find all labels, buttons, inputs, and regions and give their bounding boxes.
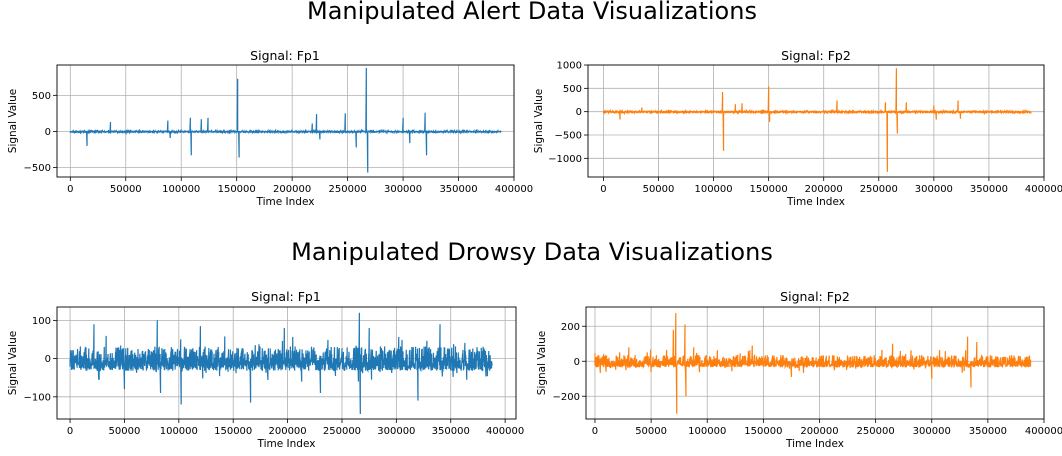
plot-drowsy-fp2: 0 50000 100000 150000 200000 250000 300000 3500… bbox=[536, 289, 1062, 450]
x-tick-label: 100000 bbox=[694, 184, 732, 195]
plot-title: Signal: Fp1 bbox=[250, 48, 320, 63]
section-title-alert: Manipulated Alert Data Visualizations bbox=[307, 0, 757, 25]
y-tick-label: 0 bbox=[574, 357, 580, 368]
y-axis-label: Signal Value bbox=[7, 331, 19, 395]
y-tick-label: 500 bbox=[563, 84, 582, 95]
x-axis-label: Time Index bbox=[256, 196, 315, 208]
signal-series-line bbox=[69, 67, 502, 173]
x-tick-label: 200000 bbox=[268, 426, 306, 437]
x-tick-label: 400000 bbox=[1025, 184, 1062, 195]
x-axis-label: Time Index bbox=[785, 438, 844, 450]
x-tick-label: 250000 bbox=[323, 426, 361, 437]
x-tick-label: 400000 bbox=[495, 184, 533, 195]
x-tick-label: 100000 bbox=[688, 426, 726, 437]
y-axis-label: Signal Value bbox=[533, 89, 545, 153]
x-tick-label: 300000 bbox=[377, 426, 415, 437]
x-tick-label: 150000 bbox=[214, 426, 252, 437]
y-tick-label: −500 bbox=[24, 163, 51, 174]
x-tick-label: 400000 bbox=[486, 426, 524, 437]
signal-series-line bbox=[602, 68, 1032, 172]
plot-drowsy-fp1: 0 50000 100000 150000 200000 250000 300000 3500… bbox=[7, 289, 524, 450]
plot-title: Signal: Fp2 bbox=[780, 289, 850, 304]
plot-title: Signal: Fp2 bbox=[781, 48, 851, 63]
y-tick-label: 0 bbox=[45, 354, 51, 365]
x-tick-label: 200000 bbox=[273, 184, 311, 195]
x-tick-label: 0 bbox=[600, 184, 606, 195]
x-axis-label: Time Index bbox=[257, 438, 316, 450]
signal-series-line bbox=[594, 313, 1032, 414]
x-tick-label: 350000 bbox=[970, 184, 1008, 195]
axes-frame bbox=[56, 306, 517, 420]
x-tick-label: 50000 bbox=[635, 426, 667, 437]
y-tick-label: −500 bbox=[555, 131, 582, 142]
y-axis-label: Signal Value bbox=[536, 331, 548, 395]
y-tick-label: −100 bbox=[24, 392, 51, 403]
x-tick-label: 250000 bbox=[329, 184, 367, 195]
x-tick-label: 50000 bbox=[110, 184, 142, 195]
x-tick-label: 350000 bbox=[439, 184, 477, 195]
x-tick-label: 300000 bbox=[384, 184, 422, 195]
x-tick-label: 0 bbox=[592, 426, 598, 437]
y-tick-label: 200 bbox=[561, 322, 580, 333]
plot-alert-fp2: 0 50000 100000 150000 200000 250000 300000 3500… bbox=[533, 48, 1062, 208]
y-tick-label: 100 bbox=[32, 316, 51, 327]
x-tick-label: 350000 bbox=[969, 426, 1007, 437]
y-tick-label: 0 bbox=[45, 127, 51, 138]
y-tick-label: 500 bbox=[32, 91, 51, 102]
x-tick-label: 250000 bbox=[857, 426, 895, 437]
axes-frame bbox=[585, 306, 1045, 420]
y-tick-label: 1000 bbox=[557, 61, 582, 72]
y-tick-label: −200 bbox=[553, 392, 580, 403]
x-tick-label: 50000 bbox=[109, 426, 141, 437]
x-tick-label: 250000 bbox=[860, 184, 898, 195]
x-tick-label: 150000 bbox=[744, 426, 782, 437]
x-tick-label: 150000 bbox=[750, 184, 788, 195]
x-tick-label: 100000 bbox=[160, 426, 198, 437]
x-axis-label: Time Index bbox=[786, 196, 845, 208]
x-tick-label: 200000 bbox=[800, 426, 838, 437]
signal-series-line bbox=[69, 312, 493, 415]
x-tick-label: 400000 bbox=[1025, 426, 1062, 437]
axes-frame bbox=[56, 64, 515, 178]
x-tick-label: 300000 bbox=[913, 426, 951, 437]
x-tick-label: 150000 bbox=[218, 184, 256, 195]
axes-frame bbox=[587, 64, 1045, 178]
x-tick-label: 200000 bbox=[805, 184, 843, 195]
x-tick-label: 0 bbox=[67, 426, 73, 437]
x-tick-label: 50000 bbox=[643, 184, 675, 195]
plot-title: Signal: Fp1 bbox=[251, 289, 321, 304]
x-tick-label: 300000 bbox=[915, 184, 953, 195]
x-tick-label: 100000 bbox=[162, 184, 200, 195]
y-tick-label: −1000 bbox=[548, 154, 582, 165]
y-tick-label: 0 bbox=[576, 107, 582, 118]
x-tick-label: 350000 bbox=[432, 426, 470, 437]
y-axis-label: Signal Value bbox=[7, 89, 19, 153]
x-tick-label: 0 bbox=[67, 184, 73, 195]
section-title-drowsy: Manipulated Drowsy Data Visualizations bbox=[291, 238, 773, 266]
plot-alert-fp1: 0 50000 100000 150000 200000 250000 300000 3500… bbox=[7, 48, 533, 208]
